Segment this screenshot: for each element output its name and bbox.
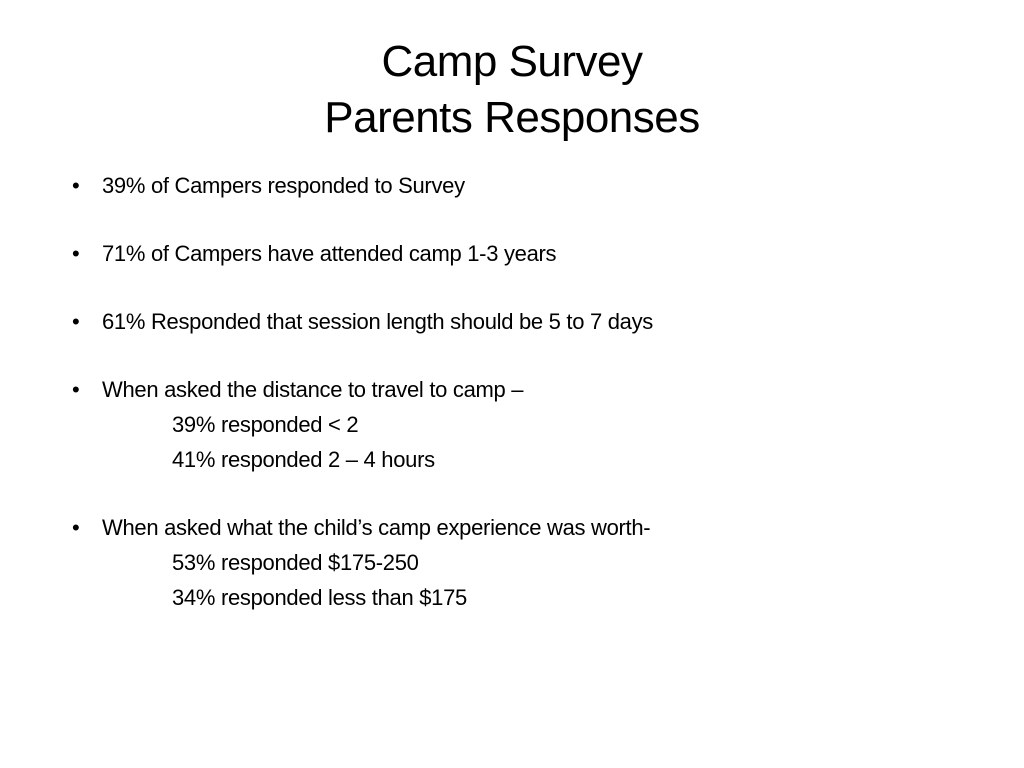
bullet-icon: • <box>72 377 80 402</box>
bullet-subline: 53% responded $175-250 <box>172 550 419 575</box>
bullet-item: • 39% of Campers responded to Survey <box>72 168 972 203</box>
bullet-text: 71% of Campers have attended camp 1-3 ye… <box>102 241 557 266</box>
bullet-item: • When asked the distance to travel to c… <box>72 372 972 477</box>
bullet-text: When asked the distance to travel to cam… <box>102 377 524 402</box>
bullet-subline: 39% responded < 2 <box>172 412 359 437</box>
bullet-icon: • <box>72 309 80 334</box>
bullet-subline: 34% responded less than $175 <box>172 585 467 610</box>
bullet-icon: • <box>72 173 80 198</box>
bullet-text: 61% Responded that session length should… <box>102 309 654 334</box>
bullet-text: 39% of Campers responded to Survey <box>102 173 465 198</box>
bullet-text: When asked what the child’s camp experie… <box>102 515 651 540</box>
bullet-subline: 41% responded 2 – 4 hours <box>172 447 435 472</box>
bullet-item: • When asked what the child’s camp exper… <box>72 510 972 615</box>
bullet-icon: • <box>72 241 80 266</box>
bullet-list: • 39% of Campers responded to Survey • 7… <box>72 168 972 615</box>
bullet-icon: • <box>72 515 80 540</box>
bullet-item: • 61% Responded that session length shou… <box>72 304 972 339</box>
title-line-2: Parents Responses <box>324 93 700 142</box>
slide-title: Camp Survey Parents Responses <box>0 34 1024 146</box>
bullet-item: • 71% of Campers have attended camp 1-3 … <box>72 236 972 271</box>
title-line-1: Camp Survey <box>381 37 643 86</box>
